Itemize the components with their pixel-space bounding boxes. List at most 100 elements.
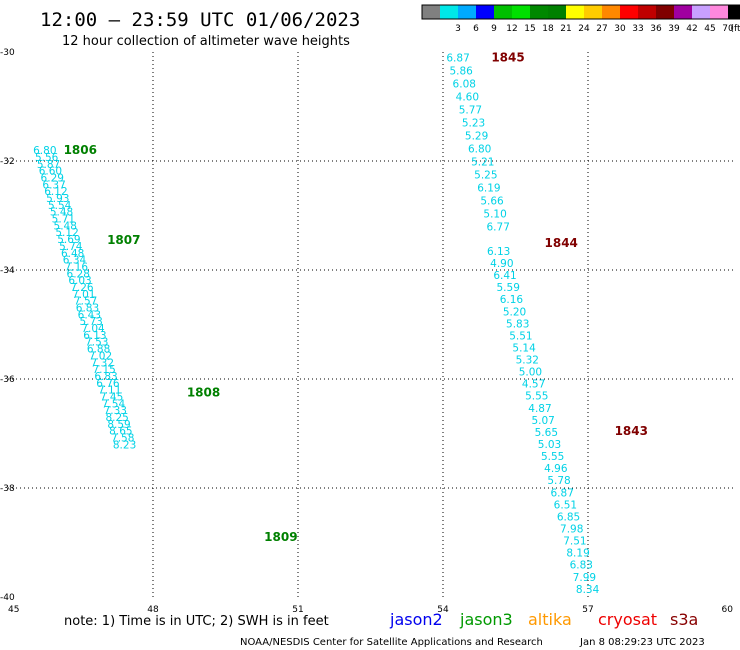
wave-height-value: 7.54 xyxy=(102,398,126,410)
wave-height-value: 7.11 xyxy=(98,385,121,397)
wave-height-value: 7.15 xyxy=(92,364,115,376)
scale-swatch xyxy=(422,5,440,19)
wave-height-value: 5.87 xyxy=(37,159,60,171)
wave-height-value: 7.33 xyxy=(104,405,127,417)
wave-height-value: 5.69 xyxy=(57,234,80,246)
wave-height-value: 6.08 xyxy=(453,78,476,90)
wave-height-value: 7.32 xyxy=(91,357,114,369)
wave-height-value: 6.80 xyxy=(33,145,56,157)
x-tick-label: 60 xyxy=(722,605,734,615)
wave-height-value: 7.45 xyxy=(100,391,123,403)
hour-labels: 1806 1807 1808 1809 1845 1844 1843 xyxy=(64,50,648,544)
wave-height-value: 5.55 xyxy=(525,391,548,403)
scale-label: 30 xyxy=(614,24,626,34)
wave-height-value: 4.57 xyxy=(522,379,545,391)
wave-height-value: 5.10 xyxy=(483,208,506,220)
wave-height-value: 6.77 xyxy=(487,221,510,233)
y-axis: -30 -32 -34 -36 -38 -40 xyxy=(0,48,15,603)
wave-height-value: 6.76 xyxy=(96,378,120,390)
scale-swatch xyxy=(728,5,740,19)
chart-title: 12:00 – 23:59 UTC 01/06/2023 xyxy=(40,9,360,31)
wave-height-value: 7.53 xyxy=(85,337,108,349)
scale-label: 45 xyxy=(704,24,715,34)
wave-height-value: 7.16 xyxy=(65,261,89,273)
scale-label: 42 xyxy=(686,24,697,34)
x-tick-label: 45 xyxy=(8,605,19,615)
wave-height-value: 4.60 xyxy=(456,91,479,103)
y-tick-label: -40 xyxy=(0,593,15,603)
scale-label: 27 xyxy=(596,24,607,34)
wave-height-value: 5.77 xyxy=(459,104,482,116)
wave-height-value: 5.78 xyxy=(547,475,570,487)
wave-height-value: 4.87 xyxy=(528,403,551,415)
wave-height-value: 5.65 xyxy=(535,427,558,439)
wave-height-value: 7.58 xyxy=(111,433,134,445)
scale-swatch xyxy=(710,5,728,19)
wave-height-value: 6.83 xyxy=(76,303,99,315)
scale-label: 70 xyxy=(722,24,734,34)
y-tick-label: -32 xyxy=(0,157,15,167)
scale-label: 33 xyxy=(632,24,643,34)
scale-label: 24 xyxy=(578,24,590,34)
wave-height-value: 6.13 xyxy=(487,246,510,258)
scale-label: 21 xyxy=(560,24,571,34)
wave-height-value: 4.96 xyxy=(544,463,568,475)
footnote: note: 1) Time is in UTC; 2) SWH is in fe… xyxy=(64,614,329,629)
x-tick-label: 54 xyxy=(437,605,449,615)
wave-height-value: 8.25 xyxy=(105,412,128,424)
wave-height-value: 5.03 xyxy=(538,439,561,451)
x-axis: 45 48 51 54 57 60 xyxy=(8,605,733,615)
pass-time-label: 1808 xyxy=(187,386,220,400)
wave-height-value: 7.01 xyxy=(72,289,95,301)
scale-swatch xyxy=(476,5,494,19)
wave-height-value: 7.99 xyxy=(573,572,596,584)
pass-time-label: 1843 xyxy=(615,424,648,438)
scale-swatch xyxy=(458,5,476,19)
y-tick-label: -34 xyxy=(0,266,15,276)
wave-height-value: 6.34 xyxy=(63,255,87,267)
wave-height-value: 5.23 xyxy=(462,117,485,129)
timestamp: Jan 8 08:29:23 UTC 2023 xyxy=(579,637,705,648)
wave-height-value: 6.88 xyxy=(87,344,110,356)
wave-height-value: 6.29 xyxy=(41,172,64,184)
y-tick-label: -36 xyxy=(0,375,15,385)
wave-height-value: 5.86 xyxy=(449,65,473,77)
wave-height-value: 6.87 xyxy=(446,52,469,64)
wave-height-value: 6.83 xyxy=(94,371,117,383)
wave-height-value: 5.59 xyxy=(497,282,520,294)
wave-height-value: 5.25 xyxy=(474,169,497,181)
scale-swatch xyxy=(638,5,656,19)
plot-area xyxy=(8,52,733,597)
wave-height-value: 6.48 xyxy=(61,248,84,260)
wave-height-value: 5.48 xyxy=(50,207,73,219)
wave-height-value: 5.21 xyxy=(471,156,494,168)
wave-height-value: 6.28 xyxy=(67,268,90,280)
wave-height-value: 6.37 xyxy=(42,179,65,191)
wave-height-value: 6.51 xyxy=(554,499,577,511)
wave-height-value: 7.04 xyxy=(81,323,105,335)
y-tick-label: -30 xyxy=(0,48,15,58)
wave-height-value: 5.32 xyxy=(516,355,539,367)
wave-height-value: 5.00 xyxy=(519,367,542,379)
wave-height-value: 6.43 xyxy=(78,309,101,321)
wave-height-value: 6.41 xyxy=(493,270,516,282)
scale-swatch xyxy=(602,5,620,19)
wave-height-value: 6.13 xyxy=(83,330,106,342)
scale-swatch xyxy=(584,5,602,19)
wave-height-value: 5.56 xyxy=(35,152,59,164)
scale-swatch xyxy=(512,5,530,19)
scale-swatch xyxy=(620,5,638,19)
wave-height-value: 6.83 xyxy=(570,560,593,572)
wave-height-value: 5.12 xyxy=(55,227,78,239)
wave-height-value: 5.14 xyxy=(512,342,536,354)
wave-height-value: 7.98 xyxy=(560,523,583,535)
legend-cryosat: cryosat xyxy=(598,610,657,629)
wave-height-value: 7.57 xyxy=(74,296,97,308)
legend-jason2: jason2 xyxy=(389,610,443,629)
wave-height-value: 5.07 xyxy=(531,415,554,427)
y-tick-label: -38 xyxy=(0,484,15,494)
scale-label: 18 xyxy=(542,24,554,34)
legend-jason3: jason3 xyxy=(459,610,513,629)
